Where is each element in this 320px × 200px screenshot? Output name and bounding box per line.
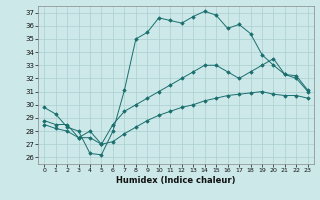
X-axis label: Humidex (Indice chaleur): Humidex (Indice chaleur) bbox=[116, 176, 236, 185]
